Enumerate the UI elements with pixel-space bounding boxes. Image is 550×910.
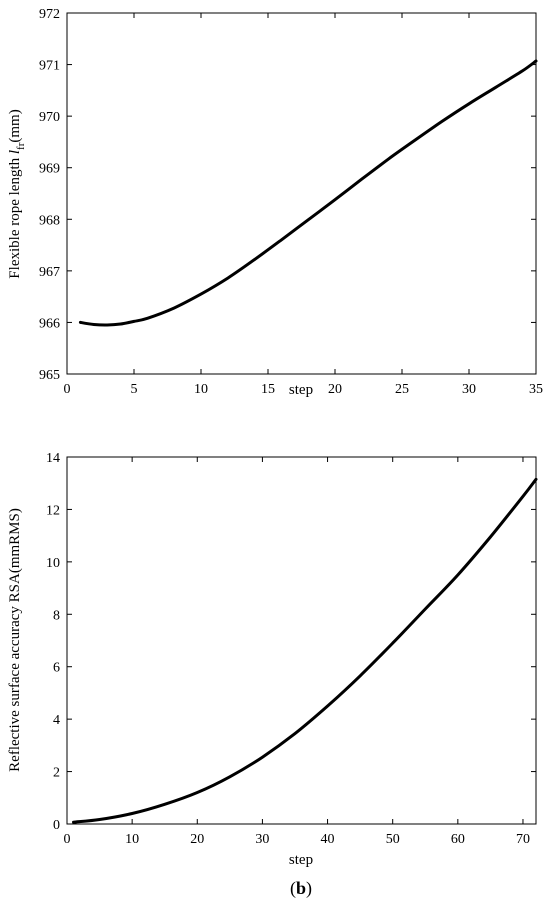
y-axis-label: Reflective surface accuracy RSA(mmRMS) (7, 508, 23, 772)
x-tick-label: 35 (529, 382, 543, 397)
y-axis-label-main: Flexible rope length (7, 154, 23, 279)
y-tick-label: 4 (53, 713, 60, 728)
series-line-rope-length (78, 59, 538, 327)
x-tick-label: 0 (64, 382, 71, 397)
x-tick-label: 0 (64, 832, 71, 847)
y-tick-label: 14 (46, 451, 60, 466)
y-tick-label: 971 (39, 59, 60, 74)
y-axis-label-symbol: l (7, 150, 23, 154)
y-tick-label: 6 (53, 661, 60, 676)
y-tick-label: 969 (39, 162, 60, 177)
y-tick-label: 968 (39, 213, 60, 228)
y-tick-label: 10 (46, 556, 60, 571)
rope-length-chart: 0 5 10 15 20 25 30 35 965966967968969970971972 … (7, 7, 543, 398)
y-ticks: 965 966 967 968 969 970 971 972 (39, 7, 536, 383)
y-tick-label: 972 (39, 7, 60, 22)
series-line-rsa (72, 477, 538, 824)
x-tick-label: 15 (261, 382, 275, 397)
y-axis-label-subscript: fr (15, 142, 27, 150)
x-tick-label: 30 (255, 832, 269, 847)
x-tick-label: 20 (328, 382, 342, 397)
x-tick-label: 5 (131, 382, 138, 397)
x-tick-label: 20 (190, 832, 204, 847)
x-ticks: 0 5 10 15 20 25 30 35 (64, 13, 543, 397)
x-tick-label: 25 (395, 382, 409, 397)
x-tick-label: 10 (194, 382, 208, 397)
y-tick-label: 965 (39, 368, 60, 383)
x-tick-label: 10 (125, 832, 139, 847)
x-ticks: 0 10 20 30 40 50 60 70 (64, 457, 530, 847)
y-tick-label: 2 (53, 766, 60, 781)
x-tick-label: 70 (516, 832, 530, 847)
y-axis-label-unit: (mm) (7, 109, 23, 142)
y-tick-label: 12 (46, 503, 60, 518)
x-axis-label: step (289, 852, 313, 868)
y-tick-label: 966 (39, 316, 60, 331)
x-tick-label: 60 (451, 832, 465, 847)
y-tick-label: 970 (39, 110, 60, 125)
y-axis-label: Flexible rope length lfr(mm) (7, 109, 27, 278)
surface-accuracy-chart: 0 10 20 30 40 50 60 70 0 2 4 6 8 10 12 14 step Reflect… (7, 451, 538, 868)
x-tick-label: 50 (386, 832, 400, 847)
plot-frame (66, 456, 537, 825)
panel-label: (b) (290, 878, 312, 899)
x-tick-label: 30 (462, 382, 476, 397)
x-axis-label: step (289, 382, 313, 398)
y-ticks: 0 2 4 6 8 10 12 14 (46, 451, 536, 833)
y-tick-label: 0 (53, 818, 60, 833)
panel-label-letter: b (296, 878, 306, 898)
x-tick-label: 40 (321, 832, 335, 847)
y-tick-label: 967 (39, 265, 60, 280)
plot-frame (66, 12, 537, 375)
y-tick-label: 8 (53, 608, 60, 623)
